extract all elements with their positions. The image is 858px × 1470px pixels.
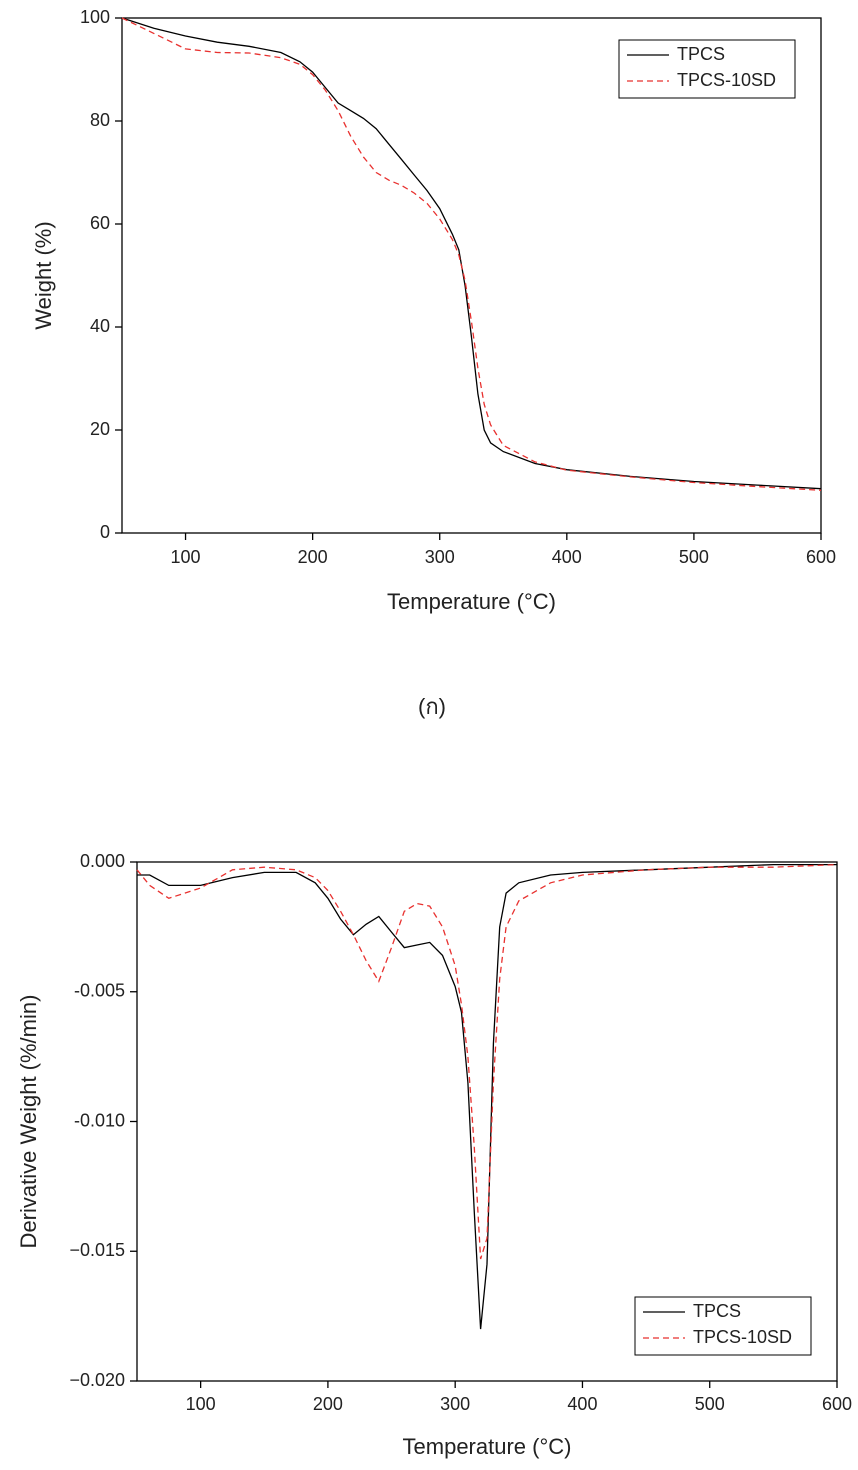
- data-line: [136, 863, 838, 1260]
- x-tick-label: 500: [679, 547, 709, 567]
- legend-label: TPCS-10SD: [677, 70, 776, 90]
- plot-frame: [121, 17, 822, 534]
- y-tick-label: 20: [90, 419, 110, 439]
- y-axis-title: Weight (%): [31, 221, 56, 329]
- x-tick-label: 600: [822, 1394, 852, 1414]
- y-axis-title: Derivative Weight (%/min): [16, 995, 41, 1249]
- y-tick-label: -0.010: [74, 1110, 125, 1130]
- x-tick-label: 500: [695, 1394, 725, 1414]
- x-tick-label: 100: [171, 547, 201, 567]
- y-tick-label: 60: [90, 213, 110, 233]
- x-tick-label: 400: [552, 547, 582, 567]
- legend-label: TPCS-10SD: [693, 1327, 792, 1347]
- x-tick-label: 600: [806, 547, 836, 567]
- y-tick-label: −0.020: [69, 1370, 125, 1390]
- legend-box: [634, 1296, 812, 1356]
- y-tick-label: -0.005: [74, 981, 125, 1001]
- caption: (ก): [418, 694, 446, 719]
- x-tick-label: 400: [567, 1394, 597, 1414]
- legend-label: TPCS: [677, 44, 725, 64]
- y-tick-label: 100: [80, 7, 110, 27]
- x-tick-label: 300: [425, 547, 455, 567]
- y-tick-label: 80: [90, 110, 110, 130]
- legend-box: [618, 39, 796, 99]
- data-line: [121, 17, 822, 490]
- x-tick-label: 300: [440, 1394, 470, 1414]
- y-tick-label: 0.000: [80, 851, 125, 871]
- legend-label: TPCS: [693, 1301, 741, 1321]
- x-axis-title: Temperature (°C): [403, 1434, 572, 1459]
- data-line: [121, 17, 822, 491]
- data-line: [137, 863, 837, 1330]
- y-tick-label: −0.015: [69, 1240, 125, 1260]
- x-tick-label: 200: [298, 547, 328, 567]
- x-axis-title: Temperature (°C): [387, 589, 556, 614]
- x-tick-label: 200: [313, 1394, 343, 1414]
- x-tick-label: 100: [186, 1394, 216, 1414]
- y-tick-label: 0: [100, 522, 110, 542]
- y-tick-label: 40: [90, 316, 110, 336]
